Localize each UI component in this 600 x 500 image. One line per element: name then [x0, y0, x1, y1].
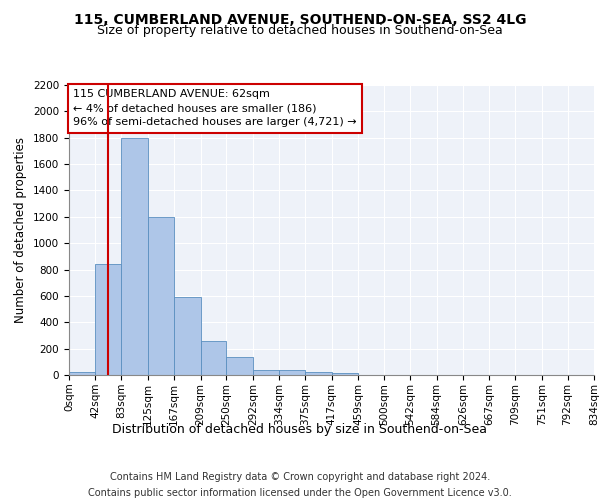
Text: 115, CUMBERLAND AVENUE, SOUTHEND-ON-SEA, SS2 4LG: 115, CUMBERLAND AVENUE, SOUTHEND-ON-SEA,… [74, 12, 526, 26]
Bar [279, 370, 305, 375]
Text: Distribution of detached houses by size in Southend-on-Sea: Distribution of detached houses by size … [113, 422, 487, 436]
Bar [200, 342, 226, 375]
Text: Contains HM Land Registry data © Crown copyright and database right 2024.: Contains HM Land Registry data © Crown c… [110, 472, 490, 482]
Bar [331, 373, 358, 375]
Bar [69, 372, 95, 375]
Bar [253, 370, 279, 375]
Bar [148, 217, 174, 375]
Y-axis label: Number of detached properties: Number of detached properties [14, 137, 28, 323]
Text: Size of property relative to detached houses in Southend-on-Sea: Size of property relative to detached ho… [97, 24, 503, 37]
Bar [226, 357, 253, 375]
Text: Contains public sector information licensed under the Open Government Licence v3: Contains public sector information licen… [88, 488, 512, 498]
Bar [121, 138, 148, 375]
Bar [305, 372, 331, 375]
Bar [174, 297, 200, 375]
Bar [95, 264, 121, 375]
Text: 115 CUMBERLAND AVENUE: 62sqm
← 4% of detached houses are smaller (186)
96% of se: 115 CUMBERLAND AVENUE: 62sqm ← 4% of det… [73, 90, 357, 128]
